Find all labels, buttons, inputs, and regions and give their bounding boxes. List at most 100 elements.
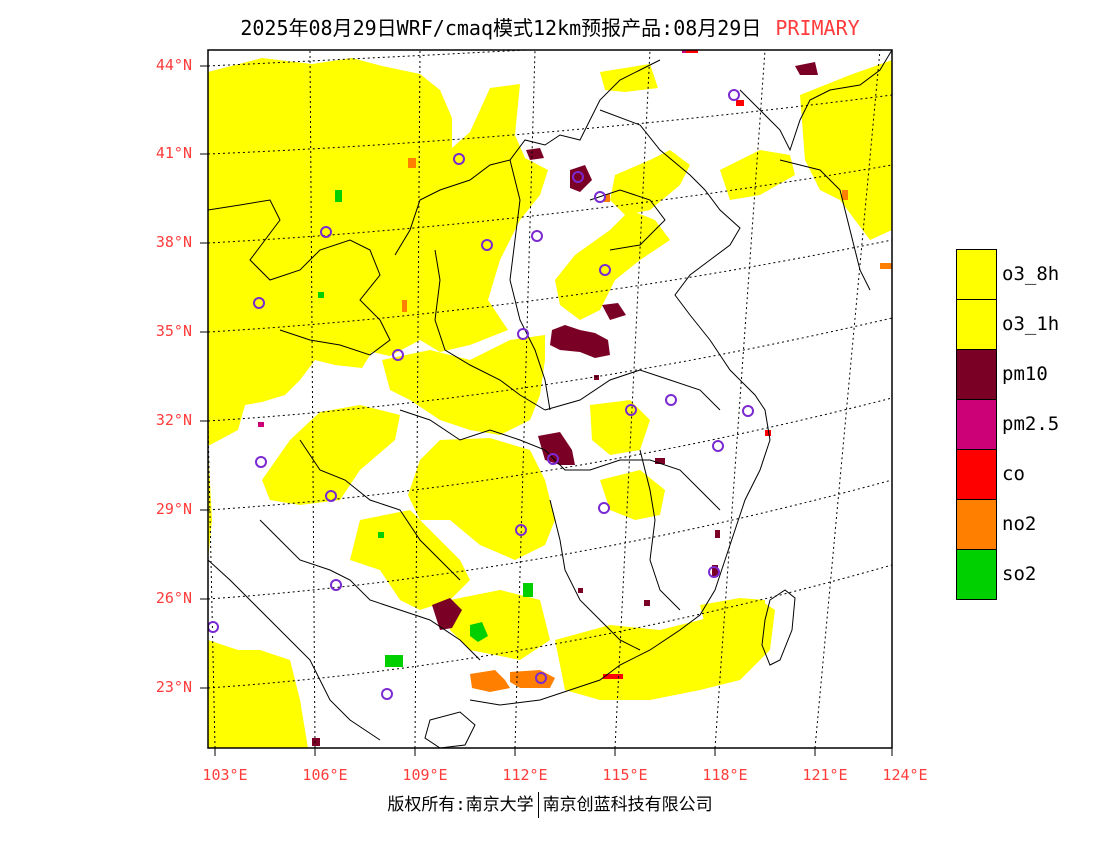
legend-label: o3_8h — [1002, 263, 1060, 285]
legend-swatch — [956, 299, 997, 350]
station-marker — [517, 328, 529, 340]
station-marker — [255, 456, 267, 468]
graticule-line — [309, 50, 316, 748]
title-text: 2025年08月29日WRF/cmaq模式12km预报产品:08月29日 — [240, 16, 762, 40]
map-frame — [207, 49, 893, 749]
lat-label-41n: 41°N — [155, 144, 192, 162]
so2-patch — [378, 532, 384, 538]
o3-north-blob — [610, 150, 690, 215]
primary-tag: PRIMARY — [775, 16, 860, 40]
pm10-patch — [538, 432, 575, 465]
lon-label-118e: 118°E — [702, 766, 748, 784]
pm10-patch — [644, 600, 650, 606]
co-patch — [686, 50, 698, 53]
lon-label-103e: 103°E — [202, 766, 248, 784]
pm10-patch — [550, 325, 610, 358]
pm10-patch — [526, 148, 544, 160]
island-hainan — [424, 711, 476, 748]
lat-label-26n: 26°N — [155, 589, 192, 607]
lon-label-124e: 124°E — [882, 766, 928, 784]
no2-patch — [402, 300, 407, 312]
pm10-patch — [312, 738, 320, 746]
so2-patch — [385, 655, 403, 667]
graticule-line — [208, 317, 892, 422]
legend-swatch — [956, 349, 997, 400]
lat-label-23n: 23°N — [155, 678, 192, 696]
province-boundary — [208, 199, 391, 356]
station-marker — [325, 490, 337, 502]
station-marker — [594, 191, 606, 203]
legend-swatch — [956, 249, 997, 300]
graticule-line — [208, 397, 892, 511]
boundaries — [208, 50, 892, 748]
station-marker — [712, 440, 724, 452]
o3-sichuan-blob — [262, 405, 400, 505]
legend-swatch — [956, 399, 997, 450]
lon-label-109e: 109°E — [402, 766, 448, 784]
station-marker — [453, 153, 465, 165]
legend-label: pm2.5 — [1002, 413, 1060, 435]
legend-label: pm10 — [1002, 363, 1048, 385]
province-boundary — [299, 439, 461, 581]
station-marker — [392, 349, 404, 361]
no2-patch — [842, 190, 848, 200]
o3-northeast-blob — [800, 60, 892, 240]
pm10-patch — [432, 598, 462, 630]
pm10-patch — [715, 530, 720, 538]
copyright-footer: 版权所有:南京大学 南京创蓝科技有限公司 — [0, 790, 1100, 818]
station-marker — [599, 264, 611, 276]
copyright-right: 南京创蓝科技有限公司 — [542, 795, 713, 815]
pm25-patch — [258, 422, 264, 427]
graticule-line — [714, 50, 766, 748]
o3-areas — [208, 58, 892, 748]
o3-anhui-blob — [590, 400, 650, 455]
coastline — [469, 109, 771, 706]
co-patch — [765, 430, 771, 436]
lon-label-121e: 121°E — [802, 766, 848, 784]
station-marker — [665, 394, 677, 406]
co-patch — [736, 100, 744, 106]
station-marker — [208, 621, 219, 633]
lat-label-44n: 44°N — [155, 56, 192, 74]
legend-swatch — [956, 549, 997, 600]
legend-label: no2 — [1002, 513, 1037, 535]
station-marker — [572, 171, 584, 183]
no2-patch — [470, 670, 510, 692]
legend-swatch — [956, 449, 997, 500]
footer-separator — [537, 792, 539, 818]
legend-label: so2 — [1002, 563, 1037, 585]
station-marker — [320, 226, 332, 238]
province-boundary — [549, 499, 641, 651]
graticule-line — [614, 50, 651, 748]
station-marker — [625, 404, 637, 416]
province-boundary — [208, 559, 381, 741]
pm10-patch — [602, 303, 626, 320]
province-boundary — [779, 159, 871, 291]
province-boundary — [639, 449, 681, 611]
so2-patch — [523, 583, 533, 597]
no2-patch — [604, 194, 610, 202]
island-taiwan — [761, 589, 796, 666]
province-boundary — [399, 409, 721, 511]
province-boundary — [544, 369, 721, 411]
o3-hebei-blob — [555, 210, 670, 320]
province-boundary — [589, 189, 666, 251]
pm10-patch — [594, 375, 599, 380]
station-marker — [381, 688, 393, 700]
so2-patch — [470, 622, 488, 642]
station-marker — [742, 405, 754, 417]
so2-areas — [318, 190, 533, 667]
legend-label: co — [1002, 463, 1025, 485]
copyright-left: 版权所有:南京大学 — [387, 795, 534, 815]
station-markers — [208, 89, 754, 700]
lon-label-115e: 115°E — [602, 766, 648, 784]
lon-label-112e: 112°E — [502, 766, 548, 784]
legend-label: o3_1h — [1002, 313, 1060, 335]
province-boundary — [434, 249, 546, 411]
so2-patch — [335, 190, 342, 202]
no2-patch — [880, 263, 892, 269]
pm10-patch — [578, 588, 583, 593]
station-marker — [481, 239, 493, 251]
pm25-areas — [258, 50, 686, 427]
